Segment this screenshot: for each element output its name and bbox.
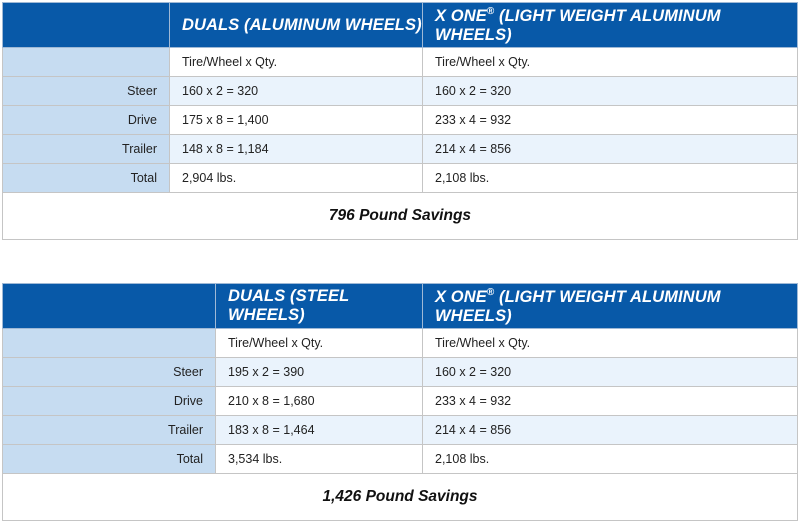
weight-comparison-table-aluminum: DUALS (ALUMINUM WHEELS) X ONE® (LIGHT WE… — [2, 2, 798, 240]
cell-duals: 160 x 2 = 320 — [169, 76, 423, 106]
row-label: Drive — [2, 386, 216, 416]
table-row: Steer 195 x 2 = 390 160 x 2 = 320 — [2, 357, 798, 387]
cell-duals-total: 2,904 lbs. — [169, 163, 423, 193]
x-one-label: X ONE — [435, 6, 487, 25]
subheader-col2: Tire/Wheel x Qty. — [422, 328, 798, 358]
cell-duals: 183 x 8 = 1,464 — [215, 415, 423, 445]
table-row: Drive 210 x 8 = 1,680 233 x 4 = 932 — [2, 386, 798, 416]
table-row: Trailer 183 x 8 = 1,464 214 x 4 = 856 — [2, 415, 798, 445]
cell-duals: 195 x 2 = 390 — [215, 357, 423, 387]
registered-mark: ® — [486, 286, 495, 298]
header-corner-cell — [2, 283, 216, 329]
cell-x-one-total: 2,108 lbs. — [422, 444, 798, 474]
subheader-col2: Tire/Wheel x Qty. — [422, 47, 798, 77]
table-row: Steer 160 x 2 = 320 160 x 2 = 320 — [2, 76, 798, 106]
row-label-empty — [2, 47, 170, 77]
cell-x-one: 233 x 4 = 932 — [422, 105, 798, 135]
cell-duals-total: 3,534 lbs. — [215, 444, 423, 474]
header-row: DUALS (STEEL WHEELS) X ONE® (LIGHT WEIGH… — [2, 283, 798, 329]
row-label: Trailer — [2, 415, 216, 445]
row-label: Steer — [2, 357, 216, 387]
subheader-row: Tire/Wheel x Qty. Tire/Wheel x Qty. — [2, 328, 798, 358]
header-corner-cell — [2, 2, 170, 48]
subheader-row: Tire/Wheel x Qty. Tire/Wheel x Qty. — [2, 47, 798, 77]
cell-duals: 210 x 8 = 1,680 — [215, 386, 423, 416]
row-label-empty — [2, 328, 216, 358]
cell-x-one: 160 x 2 = 320 — [422, 357, 798, 387]
savings-row: 1,426 Pound Savings — [2, 473, 798, 521]
row-label: Trailer — [2, 134, 170, 164]
cell-x-one: 160 x 2 = 320 — [422, 76, 798, 106]
total-row: Total 2,904 lbs. 2,108 lbs. — [2, 163, 798, 193]
col-header-duals: DUALS (STEEL WHEELS) — [215, 283, 423, 329]
x-one-desc: (LIGHT WEIGHT ALUMINUM WHEELS) — [435, 6, 721, 44]
weight-comparison-table-steel: DUALS (STEEL WHEELS) X ONE® (LIGHT WEIGH… — [2, 283, 798, 521]
savings-row: 796 Pound Savings — [2, 192, 798, 240]
subheader-col1: Tire/Wheel x Qty. — [169, 47, 423, 77]
subheader-col1: Tire/Wheel x Qty. — [215, 328, 423, 358]
x-one-label: X ONE — [435, 287, 487, 306]
table-row: Trailer 148 x 8 = 1,184 214 x 4 = 856 — [2, 134, 798, 164]
savings-text: 1,426 Pound Savings — [2, 473, 798, 521]
row-label: Total — [2, 163, 170, 193]
total-row: Total 3,534 lbs. 2,108 lbs. — [2, 444, 798, 474]
registered-mark: ® — [486, 5, 495, 17]
col-header-duals: DUALS (ALUMINUM WHEELS) — [169, 2, 423, 48]
cell-x-one: 233 x 4 = 932 — [422, 386, 798, 416]
cell-duals: 175 x 8 = 1,400 — [169, 105, 423, 135]
col-header-x-one: X ONE® (LIGHT WEIGHT ALUMINUM WHEELS) — [422, 2, 798, 48]
table-row: Drive 175 x 8 = 1,400 233 x 4 = 932 — [2, 105, 798, 135]
cell-x-one-total: 2,108 lbs. — [422, 163, 798, 193]
cell-x-one: 214 x 4 = 856 — [422, 415, 798, 445]
row-label: Drive — [2, 105, 170, 135]
col-header-x-one: X ONE® (LIGHT WEIGHT ALUMINUM WHEELS) — [422, 283, 798, 329]
savings-text: 796 Pound Savings — [2, 192, 798, 240]
row-label: Total — [2, 444, 216, 474]
cell-duals: 148 x 8 = 1,184 — [169, 134, 423, 164]
header-row: DUALS (ALUMINUM WHEELS) X ONE® (LIGHT WE… — [2, 2, 798, 48]
cell-x-one: 214 x 4 = 856 — [422, 134, 798, 164]
x-one-desc: (LIGHT WEIGHT ALUMINUM WHEELS) — [435, 287, 721, 325]
row-label: Steer — [2, 76, 170, 106]
